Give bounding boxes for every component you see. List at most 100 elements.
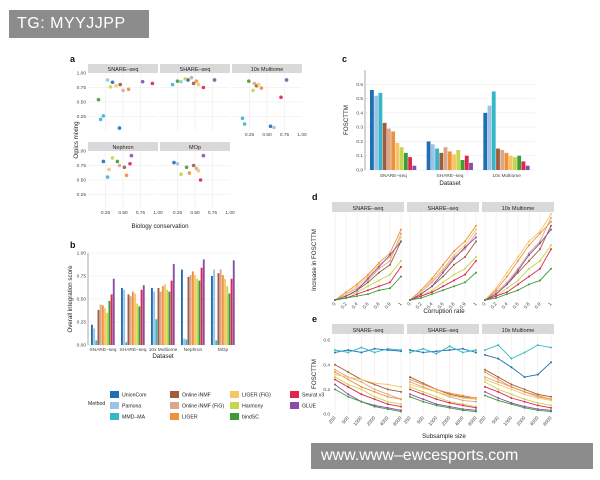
lined-facet-0-xtick-6: 1	[397, 301, 404, 307]
scatter-facet-2-point-5	[252, 81, 257, 86]
lined-facet-1-series-0-point-5	[464, 255, 466, 258]
lined-facet-1-series-6-point-6	[475, 236, 477, 239]
barb-bar-1-1	[123, 289, 126, 345]
lined-facet-0-series-0-point-3	[367, 281, 369, 284]
scatter-facet-2-point-7	[256, 82, 261, 87]
lined-facet-1-series-7-point-1	[420, 297, 422, 300]
barb-bar-3-0	[181, 269, 183, 345]
lined-facet-0-series-0-point-4	[378, 271, 380, 274]
linee-facet-1-series-9-point-1	[422, 400, 425, 403]
lined-facet-0-xtick-3: 0.6	[362, 301, 371, 310]
linee-ytick-0: 0.0	[323, 412, 330, 418]
scatter-xtick-1-2: 0.75	[208, 210, 218, 216]
lined-facet-0-series-7-point-1	[345, 297, 347, 300]
lined-facet-1-series-4-point-3	[442, 281, 444, 284]
lined-facet-2-series-5-point-2	[506, 291, 508, 294]
scatter-facet-4-point-2	[191, 163, 196, 168]
linee-facet-1-series-1-point-1	[422, 347, 425, 350]
scatter-facet-3-point-8	[128, 161, 132, 166]
legend-label-7: Harmony	[242, 404, 263, 410]
linee-facet-1-xtick-2: 1000	[427, 415, 439, 427]
lined-facet-1-series-7-point-3	[442, 289, 444, 292]
barc-bar-1-7	[456, 150, 461, 170]
linee-facet-0-series-6-point-2	[360, 388, 363, 391]
linee-facet-2-series-5	[484, 379, 552, 401]
lined-facet-2-series-7-point-3	[517, 289, 519, 292]
lined-facet-1-series-0-point-6	[475, 240, 477, 243]
scatter-facet-0-strip-title: SNARE–seq	[108, 67, 139, 73]
linee-facet-2-xtick-3: 2000	[516, 415, 528, 427]
scatter-xtick-0-3: 1.00	[153, 210, 163, 216]
lined-facet-1-series-2-point-6	[475, 224, 477, 227]
barc-ytick-0: 0.0	[356, 168, 363, 174]
scatter-xtick-2-0: 0.25	[245, 132, 255, 138]
panel-label-c: c	[342, 54, 347, 64]
scatter-xtick-0-0: 0.25	[101, 210, 111, 216]
barb-xtick-0: SNARE–seq	[90, 347, 117, 353]
barb-bar-3-8	[198, 280, 201, 345]
scatter-ytick-r0-0: 0.25	[77, 114, 87, 120]
barc-bar-1-4	[443, 147, 448, 170]
barc-ytick-5: 0.5	[356, 96, 363, 102]
lined-facet-0-series-3-point-5	[389, 255, 391, 258]
lined-facet-0-series-5-point-2	[356, 293, 358, 296]
lined-facet-0-series-4-point-3	[367, 285, 369, 288]
legend-label-4: Online iNMF (FiG)	[182, 404, 224, 410]
scatter-facet-2-point-9	[247, 79, 251, 83]
barc-bar-0-9	[408, 157, 413, 170]
lined-facet-1-series-6-point-2	[431, 285, 433, 288]
linee-facet-1-series-4-point-1	[422, 383, 425, 386]
linee-facet-0-series-0-point-0	[334, 351, 336, 354]
barb-bar-2-5	[161, 286, 164, 345]
linee-facet-0-series-2-point-5	[400, 390, 402, 393]
barc-bar-0-8	[403, 152, 408, 170]
lined-facet-1-series-5-point-1	[420, 295, 422, 298]
linee-facet-2-series-0-point-2	[510, 366, 513, 369]
scatter-facet-2-point-2	[240, 116, 245, 121]
lined-facet-2-xtick-5: 0.9	[534, 301, 543, 310]
linee-facet-1-series-3-point-0	[409, 381, 411, 383]
barb-bar-2-9	[170, 280, 173, 345]
linee-facet-1-series-4-point-4	[461, 394, 464, 397]
lined-facet-0-series-2-point-2	[356, 283, 358, 286]
lined-facet-0-series-5-point-4	[378, 285, 380, 288]
lined-facet-2-series-3-point-1	[495, 287, 497, 290]
linee-facet-2-series-2-point-2	[510, 383, 513, 386]
lined-facet-0-series-1-point-4	[378, 267, 380, 270]
barb-bar-2-0	[151, 287, 153, 345]
linee-facet-0-series-3	[334, 369, 402, 400]
linee-facet-1-series-4-point-2	[435, 388, 438, 391]
linee-facet-0-series-9-point-0	[334, 388, 336, 391]
linee-facet-1-series-9-point-4	[461, 409, 464, 412]
linee-facet-0-series-8-point-1	[347, 393, 350, 396]
linee-facet-1-series-0-point-2	[435, 350, 438, 353]
linee-facet-0-series-9-point-5	[400, 410, 402, 413]
lined-facet-0-series-7-point-0	[334, 299, 336, 301]
linee-facet-0-xtick-4: 4000	[379, 415, 391, 427]
scatter-ytick-r0-3: 1.00	[77, 71, 87, 77]
lined-facet-1-series-1-point-2	[431, 281, 433, 284]
linee-facet-1-series-1-point-5	[475, 349, 477, 351]
linee-facet-0-xtick-3: 2000	[366, 415, 378, 427]
barc-bar-0-3	[382, 122, 387, 170]
legend-label-0: UnionCom	[122, 393, 147, 399]
linee-facet-2-series-2-point-1	[497, 376, 500, 379]
scatter-facet-2-point-10	[279, 95, 283, 100]
barc-bar-1-8	[460, 160, 465, 170]
lined-facet-2-series-7-point-2	[506, 293, 508, 296]
lined-facet-2-series-7-point-6	[550, 267, 552, 270]
linee-facet-1-series-1-point-2	[435, 352, 438, 355]
lined-facet-1-series-5-point-5	[464, 273, 466, 276]
linee-facet-1-series-7-point-1	[422, 393, 425, 396]
lined-facet-2-series-6-point-5	[539, 242, 541, 245]
scatter-facet-2-point-6	[259, 86, 264, 90]
linee-facet-0-series-9-point-3	[373, 405, 376, 408]
linee-facet-2-xtick-0: 250	[478, 415, 488, 425]
linee-facet-2-series-1-point-0	[484, 349, 486, 351]
lined-facet-1-series-4-point-4	[453, 273, 455, 276]
linee-facet-0-series-7-point-5	[400, 405, 402, 408]
lined-facet-2-strip	[482, 202, 554, 212]
linee-facet-0-series-9-point-2	[360, 400, 363, 403]
scatter-facet-1-point-2	[170, 82, 175, 87]
linee-facet-2-series-8	[484, 391, 552, 411]
